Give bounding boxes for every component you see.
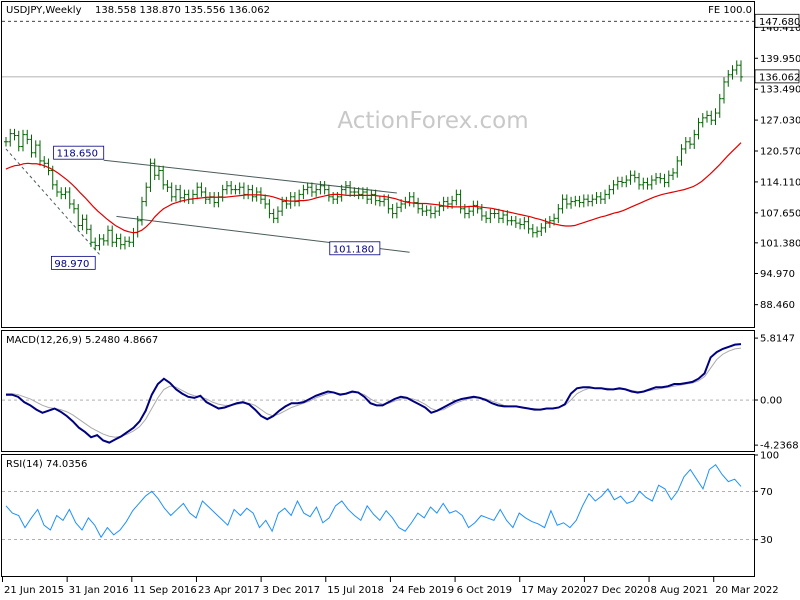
x-tick-label: 3 Dec 2017	[263, 585, 321, 596]
annotation-box	[53, 145, 105, 160]
current-price-box	[754, 69, 800, 84]
x-tick-label: 31 Jan 2016	[69, 585, 129, 596]
x-tick-label: 24 Feb 2019	[392, 585, 454, 596]
x-tick-label: 8 Aug 2021	[651, 585, 709, 596]
x-tick-label: 27 Dec 2020	[586, 585, 650, 596]
x-tick-label: 23 Apr 2017	[198, 585, 260, 596]
price-tick-label: 146.410	[760, 23, 800, 34]
ohlc-readout: 138.558 138.870 135.556 136.062	[95, 5, 270, 16]
macd-tick-label: 5.8147	[760, 334, 795, 345]
price-bars	[4, 60, 743, 251]
price-tick-label: 127.030	[760, 116, 800, 127]
rsi-panel-frame	[1, 454, 755, 577]
macd-tick-label: -4.2368	[760, 441, 799, 452]
annotation-box	[329, 241, 381, 256]
moving-average-line	[5, 142, 742, 234]
x-tick-label: 6 Oct 2019	[457, 585, 512, 596]
annotation-box	[51, 255, 96, 270]
fe-level-box	[754, 13, 800, 28]
macd-title: MACD(12,26,9) 5.2480 4.8667	[6, 335, 158, 346]
fe-level-label: 147.680	[759, 17, 800, 28]
annotation-label: 98.970	[54, 259, 89, 270]
price-tick-label: 107.650	[760, 208, 800, 219]
price-tick-label: 139.950	[760, 54, 800, 65]
channel-upper-line	[103, 159, 397, 194]
price-axis: 146.410 139.950 133.490 127.030 120.570 114.1…	[754, 13, 800, 311]
macd-line	[6, 343, 742, 444]
price-panel-frame	[1, 1, 755, 328]
rsi-title: RSI(14) 74.0356	[6, 459, 87, 470]
x-tick-label: 20 Mar 2022	[715, 585, 778, 596]
price-tick-label: 88.460	[760, 300, 795, 311]
x-tick-label: 15 Jul 2018	[327, 585, 384, 596]
price-tick-label: 114.110	[760, 177, 800, 188]
rsi-tick-label: 30	[760, 535, 773, 546]
symbol-title: USDJPY,Weekly	[6, 5, 82, 16]
price-tick-label: 133.490	[760, 85, 800, 96]
price-tick-label: 101.380	[760, 238, 800, 249]
current-price-label: 136.062	[759, 72, 800, 83]
annotation-label: 101.180	[333, 244, 374, 255]
x-axis: 21 Jun 2015 31 Jan 2016 11 Sep 2016 23 Apr …	[2, 577, 779, 596]
price-tick-label: 120.570	[760, 147, 800, 158]
rsi-tick-label: 100	[760, 451, 779, 462]
price-tick-label: 94.970	[760, 269, 795, 280]
rsi-line	[5, 463, 742, 539]
rsi-tick-label: 70	[760, 487, 773, 498]
macd-tick-label: 0.00	[760, 396, 782, 407]
x-tick-label: 17 May 2020	[521, 585, 586, 596]
annotation-label: 118.650	[57, 149, 98, 160]
watermark: ActionForex.com	[337, 108, 528, 134]
fe-label: FE 100.0	[708, 5, 752, 16]
x-tick-label: 11 Sep 2016	[133, 585, 196, 596]
x-tick-label: 21 Jun 2015	[4, 585, 64, 596]
